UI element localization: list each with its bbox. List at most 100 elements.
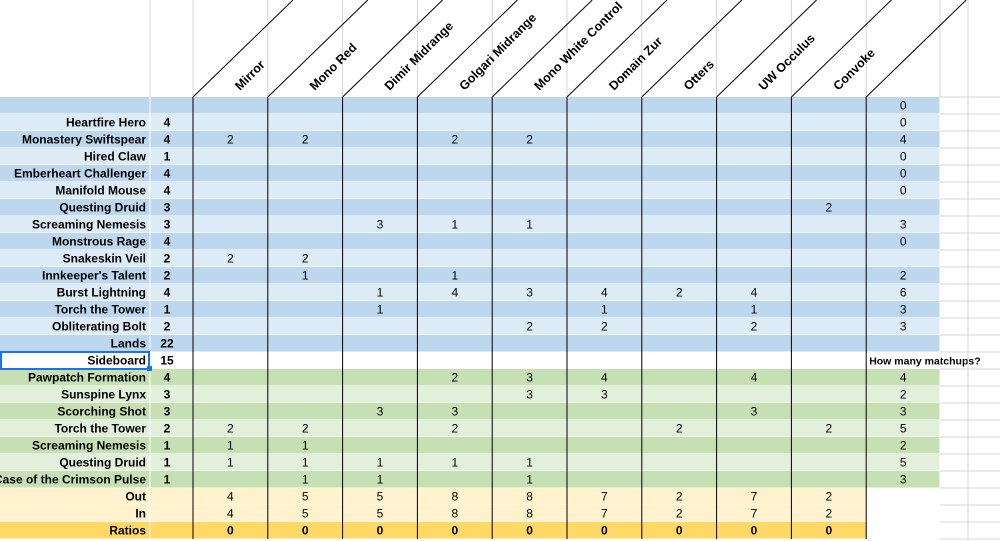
column-header[interactable]: UW Occulus [756,31,818,93]
selected-cell-outline[interactable] [0,351,150,370]
matchup-cell[interactable]: 2 [302,133,309,147]
matchup-cell[interactable]: 1 [377,473,384,487]
row-label[interactable]: Torch the Tower [54,422,146,436]
total-cell[interactable]: How many matchups? [869,356,980,368]
row-label[interactable]: Hired Claw [84,150,147,164]
row-label[interactable]: Torch the Tower [54,303,146,317]
total-cell[interactable]: 3 [900,303,907,317]
matchup-cell[interactable]: 0 [451,524,458,538]
total-cell[interactable]: 0 [900,235,907,249]
matchup-cell[interactable]: 2 [451,133,458,147]
total-cell[interactable]: 0 [900,167,907,181]
matchup-cell[interactable]: 1 [601,303,608,317]
total-cell[interactable]: 3 [900,218,907,232]
total-cell[interactable]: 6 [900,286,907,300]
matchup-cell[interactable]: 1 [451,218,458,232]
row-label[interactable]: Sideboard [87,354,146,368]
matchup-cell[interactable]: 1 [751,303,758,317]
row-count[interactable]: 1 [164,439,171,453]
row-count[interactable]: 1 [164,303,171,317]
matchup-cell[interactable]: 1 [377,456,384,470]
total-cell[interactable]: 2 [900,388,907,402]
total-cell[interactable]: 0 [900,150,907,164]
matchup-cell[interactable]: 0 [676,524,683,538]
matchup-cell[interactable]: 0 [751,524,758,538]
matchup-cell[interactable]: 2 [676,286,683,300]
row-label[interactable]: In [135,507,146,521]
row-count[interactable]: 1 [164,473,171,487]
total-cell[interactable]: 0 [900,184,907,198]
matchup-cell[interactable]: 7 [751,490,758,504]
matchup-cell[interactable]: 0 [377,524,384,538]
row-label[interactable]: Emberheart Challenger [14,167,146,181]
row-label[interactable]: Obliterating Bolt [52,320,146,334]
matchup-cell[interactable]: 3 [526,286,533,300]
matchup-cell[interactable]: 2 [825,490,832,504]
column-header[interactable]: Otters [681,57,717,93]
matchup-cell[interactable]: 4 [227,490,234,504]
total-cell[interactable]: 3 [900,320,907,334]
matchup-cell[interactable]: 2 [227,133,234,147]
matchup-cell[interactable]: 0 [302,524,309,538]
row-label[interactable]: Questing Druid [59,456,146,470]
matchup-cell[interactable]: 2 [227,422,234,436]
matchup-cell[interactable]: 3 [377,405,384,419]
row-count[interactable]: 2 [164,252,171,266]
matchup-cell[interactable]: 2 [451,422,458,436]
row-label[interactable]: Screaming Nemesis [32,218,146,232]
total-cell[interactable]: 4 [900,371,907,385]
matchup-cell[interactable]: 4 [601,371,608,385]
row-label[interactable]: Monastery Swiftspear [22,133,146,147]
matchup-cell[interactable]: 1 [227,439,234,453]
matchup-cell[interactable]: 1 [451,269,458,283]
row-label[interactable]: Monstrous Rage [52,235,146,249]
matchup-cell[interactable]: 2 [751,320,758,334]
row-count[interactable]: 22 [160,337,174,351]
row-count[interactable]: 4 [164,371,171,385]
matchup-cell[interactable]: 4 [601,286,608,300]
matchup-cell[interactable]: 2 [302,422,309,436]
row-label[interactable]: Innkeeper's Talent [42,269,146,283]
matchup-cell[interactable]: 1 [451,456,458,470]
total-cell[interactable]: 4 [900,133,907,147]
total-cell[interactable]: 5 [900,456,907,470]
matchup-cell[interactable]: 3 [377,218,384,232]
matchup-cell[interactable]: 3 [451,405,458,419]
row-label[interactable]: Scorching Shot [57,405,146,419]
matchup-cell[interactable]: 7 [601,507,608,521]
row-count[interactable]: 2 [164,320,171,334]
matchup-cell[interactable]: 1 [526,456,533,470]
matchup-cell[interactable]: 5 [377,507,384,521]
row-label[interactable]: Out [125,490,146,504]
column-header[interactable]: Domain Zur [606,34,665,93]
column-header[interactable]: Dimir Midrange [382,19,456,93]
row-label[interactable]: Lands [111,337,147,351]
matchup-cell[interactable]: 4 [751,371,758,385]
matchup-cell[interactable]: 2 [451,371,458,385]
row-count[interactable]: 2 [164,422,171,436]
row-count[interactable]: 4 [164,286,171,300]
matchup-cell[interactable]: 3 [526,371,533,385]
row-label[interactable]: Screaming Nemesis [32,439,146,453]
matchup-cell[interactable]: 5 [302,490,309,504]
matchup-cell[interactable]: 8 [526,507,533,521]
column-header[interactable]: Mirror [232,58,268,94]
matchup-cell[interactable]: 2 [825,507,832,521]
matchup-cell[interactable]: 2 [526,133,533,147]
matchup-cell[interactable]: 1 [227,456,234,470]
row-label[interactable]: Pawpatch Formation [28,371,146,385]
row-count[interactable]: 1 [164,150,171,164]
row-count[interactable]: 3 [164,405,171,419]
total-cell[interactable]: 0 [900,99,907,113]
matchup-cell[interactable]: 3 [751,405,758,419]
row-count[interactable]: 3 [164,218,171,232]
row-count[interactable]: 4 [164,167,171,181]
row-count[interactable]: 3 [164,388,171,402]
fill-handle[interactable] [147,366,152,371]
row-label[interactable]: Ratios [109,524,146,538]
matchup-cell[interactable]: 1 [377,303,384,317]
matchup-cell[interactable]: 2 [526,320,533,334]
matchup-cell[interactable]: 2 [676,490,683,504]
row-label[interactable]: Sunspine Lynx [61,388,146,402]
